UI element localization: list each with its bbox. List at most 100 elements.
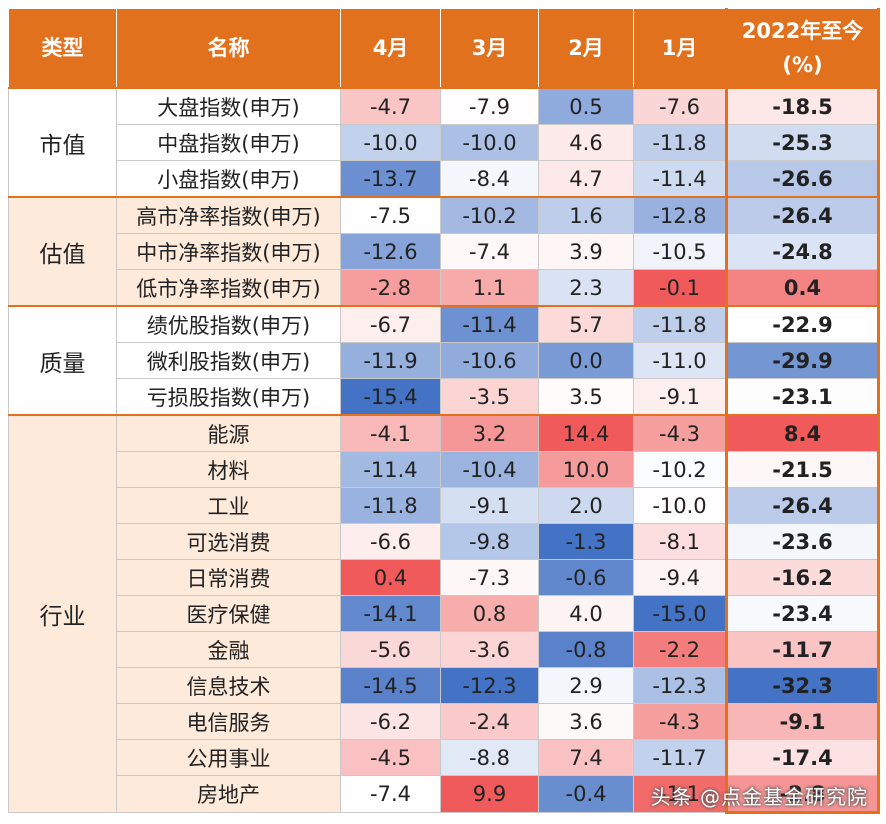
value-cell: -4.7 xyxy=(340,87,441,125)
row-name: 房地产 xyxy=(116,775,341,813)
value-cell: -14.5 xyxy=(340,667,441,704)
category-label: 估值 xyxy=(8,196,117,307)
value-cell: -11.8 xyxy=(633,124,727,161)
row-name: 高市净率指数(申万) xyxy=(116,196,341,234)
row-name: 工业 xyxy=(116,487,341,524)
table-row: 行业 能源 -4.1 3.2 14.4 -4.3 8.4 xyxy=(8,414,880,813)
value-cell: -0.4 xyxy=(538,775,634,813)
value-cell: 4.7 xyxy=(538,160,634,198)
value-cell: -7.9 xyxy=(440,87,539,125)
category-label: 质量 xyxy=(8,305,117,416)
value-cell: -0.6 xyxy=(538,559,634,596)
row-name: 中盘指数(申万) xyxy=(116,124,341,161)
ytd-value-cell: -23.6 xyxy=(725,523,880,560)
value-cell: -10.2 xyxy=(440,196,539,234)
value-cell: -12.3 xyxy=(440,667,539,704)
column-header-1: 名称 xyxy=(116,8,341,89)
table-row: 市值 大盘指数(申万) -4.7 -7.9 0.5 -7.6 -18.5 xyxy=(8,87,880,198)
value-cell: 1.1 xyxy=(440,269,539,307)
column-header-5: 1月 xyxy=(633,8,727,89)
value-cell: -11.8 xyxy=(340,487,441,524)
row-name: 亏损股指数(申万) xyxy=(116,378,341,416)
table-row: 金融 -5.6 -3.6 -0.8 -2.2 -11.7 xyxy=(9,631,880,668)
table-row: 中盘指数(申万) -10.0 -10.0 4.6 -11.8 -25.3 xyxy=(9,124,880,161)
value-cell: -8.8 xyxy=(440,739,539,776)
table-row: 低市净率指数(申万) -2.8 1.1 2.3 -0.1 0.4 xyxy=(9,269,880,307)
ytd-value-cell: -32.3 xyxy=(725,667,880,704)
row-name: 能源 xyxy=(116,414,341,452)
table-row: 小盘指数(申万) -13.7 -8.4 4.7 -11.4 -26.6 xyxy=(9,160,880,198)
table-row: 中市净率指数(申万) -12.6 -7.4 3.9 -10.5 -24.8 xyxy=(9,233,880,270)
value-cell: -0.8 xyxy=(538,631,634,668)
value-cell: -10.6 xyxy=(440,342,539,379)
value-cell: -9.8 xyxy=(440,523,539,560)
table-row: 质量 绩优股指数(申万) -6.7 -11.4 5.7 -11.8 -22.9 xyxy=(8,305,880,416)
value-cell: -12.3 xyxy=(633,667,727,704)
value-cell: -13.7 xyxy=(340,160,441,198)
value-cell: 0.4 xyxy=(340,559,441,596)
value-cell: -11.4 xyxy=(440,305,539,343)
value-cell: -11.4 xyxy=(340,451,441,488)
value-cell: -7.6 xyxy=(633,87,727,125)
ytd-value-cell: -16.2 xyxy=(725,559,880,596)
column-header-0: 类型 xyxy=(8,8,117,89)
row-name: 日常消费 xyxy=(116,559,341,596)
value-cell: -11.7 xyxy=(633,739,727,776)
value-cell: -6.7 xyxy=(340,305,441,343)
ytd-value-cell: -17.4 xyxy=(725,739,880,776)
ytd-value-cell: 8.4 xyxy=(725,414,880,452)
ytd-value-cell: 0.4 xyxy=(725,269,880,307)
row-name: 信息技术 xyxy=(116,667,341,704)
value-cell: -10.0 xyxy=(633,487,727,524)
table-row: 日常消费 0.4 -7.3 -0.6 -9.4 -16.2 xyxy=(9,559,880,596)
heatmap-table: 类型 名称 4月 3月 2月 1月 2022年至今 (%) 市值 大盘指数(申万) -4.7 -7.… xyxy=(8,8,880,814)
value-cell: -8.4 xyxy=(440,160,539,198)
value-cell: 2.3 xyxy=(538,269,634,307)
row-name: 电信服务 xyxy=(116,703,341,740)
value-cell: 2.9 xyxy=(538,667,634,704)
category-label: 市值 xyxy=(8,87,117,198)
value-cell: -7.5 xyxy=(340,196,441,234)
row-name: 微利股指数(申万) xyxy=(116,342,341,379)
row-name: 大盘指数(申万) xyxy=(116,87,341,125)
row-name: 材料 xyxy=(116,451,341,488)
value-cell: 0.8 xyxy=(440,595,539,632)
row-name: 医疗保健 xyxy=(116,595,341,632)
value-cell: -7.4 xyxy=(440,233,539,270)
value-cell: -2.4 xyxy=(440,703,539,740)
value-cell: -4.1 xyxy=(340,414,441,452)
table-row: 材料 -11.4 -10.4 10.0 -10.2 -21.5 xyxy=(9,451,880,488)
column-header-3: 3月 xyxy=(440,8,539,89)
ytd-value-cell: -2.8 xyxy=(725,775,880,814)
value-cell: -6.2 xyxy=(340,703,441,740)
table-row: 房地产 -7.4 9.9 -0.4 -1.1 -2.8 xyxy=(9,775,880,814)
value-cell: 3.9 xyxy=(538,233,634,270)
ytd-value-cell: -11.7 xyxy=(725,631,880,668)
value-cell: -0.1 xyxy=(633,269,727,307)
value-cell: 9.9 xyxy=(440,775,539,813)
value-cell: 14.4 xyxy=(538,414,634,452)
value-cell: 10.0 xyxy=(538,451,634,488)
value-cell: -11.0 xyxy=(633,342,727,379)
ytd-value-cell: -23.1 xyxy=(725,378,880,416)
value-cell: -9.1 xyxy=(633,378,727,416)
value-cell: -15.0 xyxy=(633,595,727,632)
value-cell: -8.1 xyxy=(633,523,727,560)
watermark-text: 头条 @点金基金研究院 xyxy=(650,785,868,809)
value-cell: -11.9 xyxy=(340,342,441,379)
value-cell: -4.3 xyxy=(633,414,727,452)
header-row: 类型 名称 4月 3月 2月 1月 2022年至今 (%) xyxy=(8,8,880,89)
ytd-value-cell: -26.4 xyxy=(725,487,880,524)
row-name: 金融 xyxy=(116,631,341,668)
table-row: 信息技术 -14.5 -12.3 2.9 -12.3 -32.3 xyxy=(9,667,880,704)
value-cell: -10.2 xyxy=(633,451,727,488)
value-cell: -4.5 xyxy=(340,739,441,776)
value-cell: 3.6 xyxy=(538,703,634,740)
table-row: 微利股指数(申万) -11.9 -10.6 0.0 -11.0 -29.9 xyxy=(9,342,880,379)
row-name: 低市净率指数(申万) xyxy=(116,269,341,307)
value-cell: -15.4 xyxy=(340,378,441,416)
value-cell: -10.0 xyxy=(340,124,441,161)
value-cell: 3.5 xyxy=(538,378,634,416)
ytd-value-cell: -26.4 xyxy=(725,196,880,234)
ytd-value-cell: -23.4 xyxy=(725,595,880,632)
